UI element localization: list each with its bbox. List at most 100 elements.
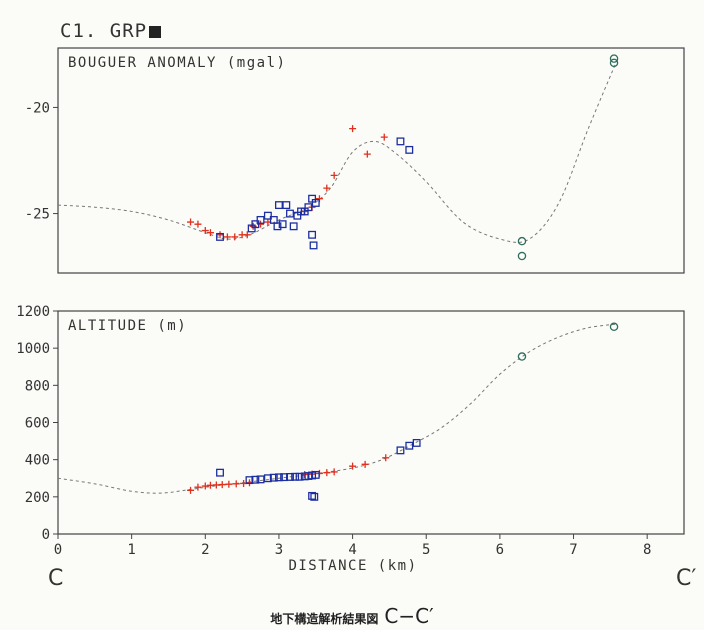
square-point [269, 473, 278, 482]
cross-point [194, 483, 202, 491]
x-tick-label: 6 [496, 542, 504, 558]
bouguer-anomaly-panel: BOUGUER ANOMALY (mgal) -20 -25 [25, 47, 685, 274]
square-point [256, 475, 265, 484]
cross-point [225, 480, 233, 488]
panel-label: ALTITUDE (m) [68, 318, 187, 334]
caption-profile: C−C′ [384, 604, 434, 628]
y-tick-label: -25 [25, 207, 50, 223]
x-tick-label: 1 [127, 542, 135, 558]
cross-point [231, 233, 239, 241]
square-point [396, 137, 405, 146]
square-point [291, 472, 300, 481]
y-tick-label: 800 [25, 378, 50, 394]
plot-frame [57, 310, 685, 535]
circle-point [609, 58, 619, 68]
figure-caption: 地下構造解析結果図 C−C′ [0, 604, 704, 628]
cross-point [201, 482, 209, 490]
cross-point [349, 125, 357, 133]
circle-point [609, 322, 619, 332]
cross-point [212, 481, 220, 489]
square-point [263, 474, 272, 483]
square-point [304, 203, 313, 212]
cross-point [223, 233, 231, 241]
circle-point [517, 236, 527, 246]
square-point [311, 199, 320, 207]
square-point [256, 215, 265, 224]
square-point [274, 473, 283, 482]
cross-point [206, 229, 214, 237]
square-point [396, 446, 405, 455]
x-tick-label: 4 [348, 542, 356, 558]
x-tick-label: 7 [569, 542, 577, 558]
square-point [251, 475, 260, 484]
cross-point [363, 150, 371, 158]
x-tick-label: 3 [275, 542, 283, 558]
cross-point [243, 231, 251, 239]
square-point [282, 201, 291, 210]
cross-point [201, 227, 209, 235]
profile-start-label: C [48, 566, 64, 591]
square-point [278, 220, 287, 229]
y-tick-label: 200 [25, 490, 50, 506]
cross-point [216, 231, 224, 239]
square-point [295, 472, 304, 481]
model-curve [57, 58, 619, 243]
circle-point [517, 352, 527, 361]
panel-label: BOUGUER ANOMALY (mgal) [68, 55, 286, 71]
cross-point [382, 454, 390, 462]
cross-point [323, 469, 331, 477]
square-point [286, 209, 294, 218]
plot-frame [57, 47, 685, 274]
square-point [311, 470, 320, 479]
y-tick-label: 1000 [16, 341, 50, 357]
cross-point [349, 462, 357, 470]
square-point [286, 472, 294, 481]
y-tick-label: 1200 [16, 304, 50, 320]
cross-point [218, 481, 226, 489]
y-tick-label: 600 [25, 416, 50, 432]
square-point [310, 492, 319, 501]
square-point [308, 230, 317, 239]
caption-main: 地下構造解析結果図 [270, 612, 379, 626]
square-point [216, 468, 224, 477]
x-tick-label: 0 [54, 542, 62, 558]
cross-point [206, 481, 214, 489]
y-tick-label: 400 [25, 453, 50, 469]
circle-point [517, 251, 527, 261]
square-point [289, 222, 298, 231]
cross-point [330, 171, 338, 179]
cross-point [232, 480, 240, 488]
square-point [405, 441, 414, 450]
square-point [308, 491, 317, 500]
figure-title: C1. GRP [60, 20, 162, 42]
model-curve [57, 323, 618, 494]
y-tick-label: 0 [42, 527, 50, 543]
square-point [412, 438, 421, 447]
square-point [309, 241, 318, 250]
cross-point [323, 184, 331, 192]
altitude-panel: ALTITUDE (m) 1200 1000 800 600 400 200 00 1 2 3 4 5 6… [16, 304, 685, 574]
square-point [216, 232, 224, 241]
square-point [405, 145, 414, 154]
cross-point [361, 460, 369, 468]
x-tick-label: 8 [643, 542, 651, 558]
y-tick-label: -20 [25, 100, 50, 116]
square-point [263, 211, 272, 220]
x-axis-label: DISTANCE (km) [288, 558, 417, 574]
square-point [245, 476, 254, 485]
cross-point [194, 220, 202, 228]
square-point [280, 473, 289, 482]
square-point [251, 220, 260, 229]
cross-point [187, 218, 195, 226]
square-point [273, 222, 282, 231]
x-tick-label: 5 [422, 542, 430, 558]
black-square-marker [149, 26, 162, 38]
cross-point [187, 486, 195, 494]
profile-end-label: C′ [676, 566, 697, 591]
cross-point [380, 133, 388, 141]
square-point [274, 201, 283, 210]
circle-point [609, 54, 619, 63]
x-tick-label: 2 [201, 542, 209, 558]
cross-point [330, 468, 338, 476]
